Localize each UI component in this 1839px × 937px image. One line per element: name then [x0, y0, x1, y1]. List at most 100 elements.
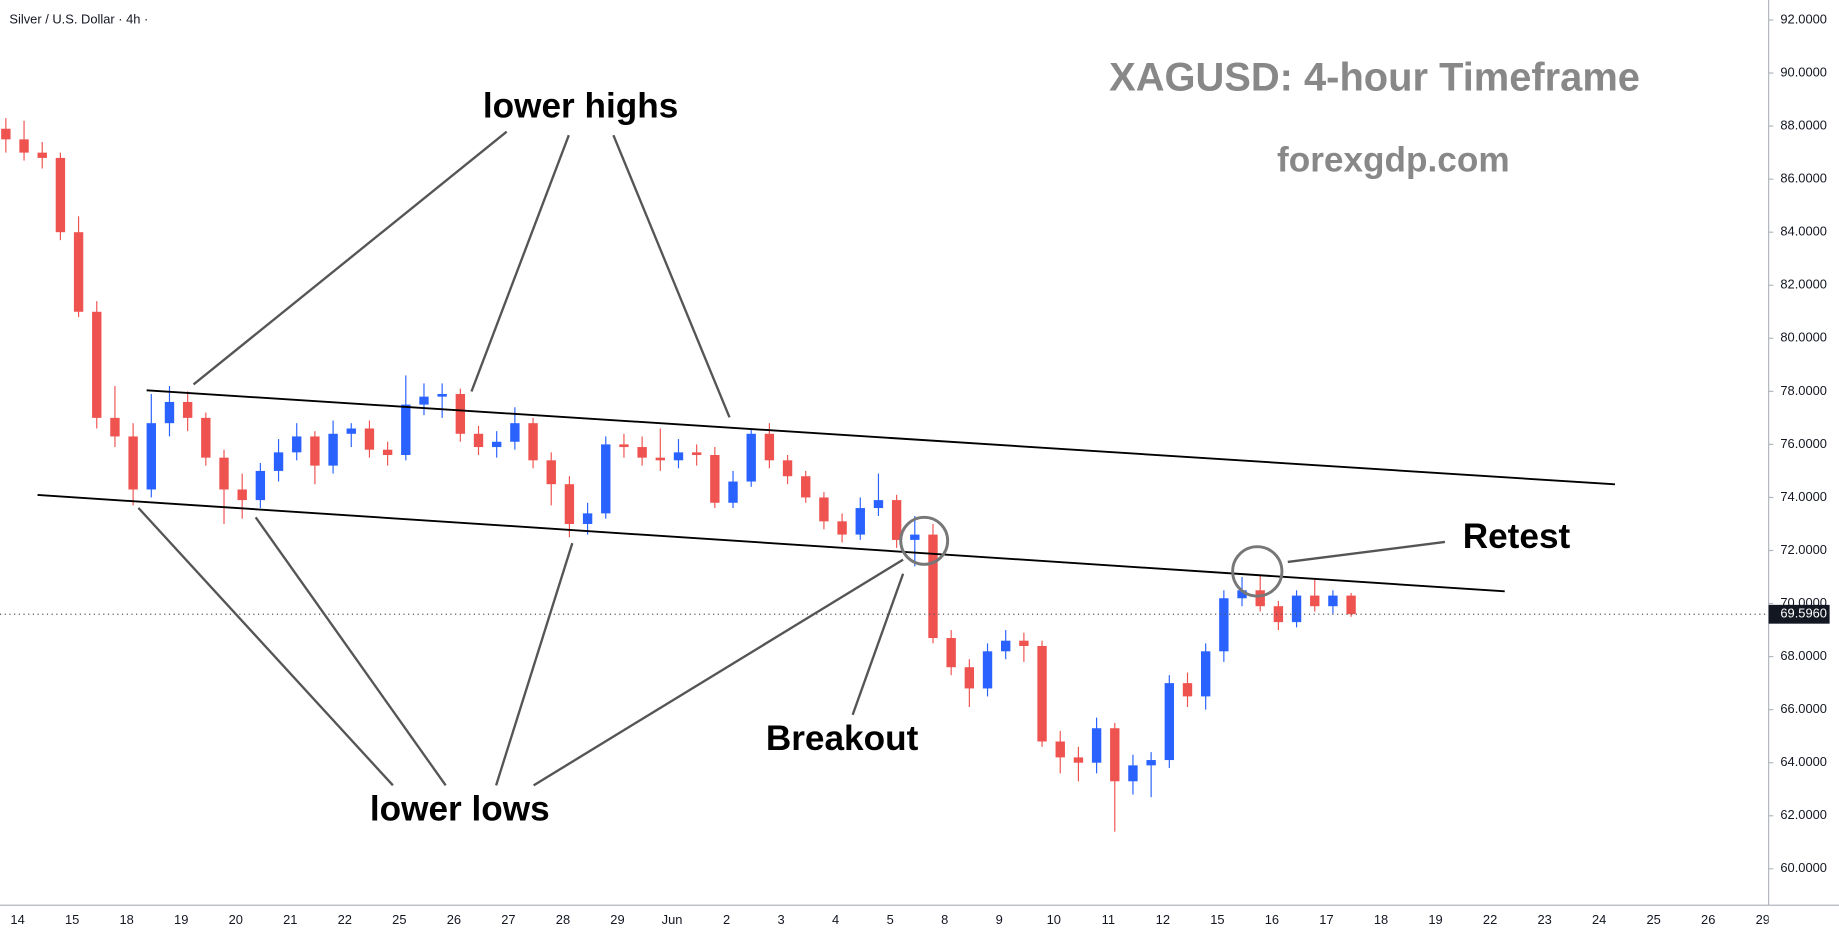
candle-body [746, 433, 756, 482]
lower-trendline [37, 494, 1505, 593]
x-tick-label: 22 [338, 912, 352, 927]
y-tick-label: 72.0000 [1780, 542, 1827, 557]
candle-body [182, 401, 193, 418]
candle-body [891, 500, 902, 540]
candle-body [1073, 757, 1084, 763]
candle-body [1310, 595, 1320, 607]
candle-body [237, 489, 247, 501]
pointer [254, 516, 447, 787]
candle-body [655, 457, 665, 461]
x-tick-label: 11 [1102, 912, 1115, 927]
candle-body [437, 393, 447, 397]
x-tick-label: 19 [1428, 912, 1442, 927]
candle-body [582, 513, 593, 524]
candle-body [837, 521, 847, 535]
x-tick-label: 10 [1047, 912, 1061, 927]
x-tick-label: 12 [1156, 912, 1170, 927]
candle-body [455, 393, 466, 434]
candle-body [146, 423, 156, 490]
y-tick-label: 76.0000 [1780, 436, 1827, 451]
x-tick-label: 25 [1647, 912, 1661, 927]
candle-body [801, 476, 811, 498]
candle-body [110, 417, 120, 437]
x-tick-label: 18 [1374, 912, 1388, 927]
x-tick-label: 3 [778, 912, 785, 927]
x-tick-label: 24 [1592, 912, 1606, 927]
candle-body [1, 128, 11, 140]
x-tick-label: 26 [447, 912, 461, 927]
retest-circle [1231, 545, 1284, 598]
x-tick-label: 15 [1210, 912, 1224, 927]
x-tick-label: Jun [662, 912, 683, 927]
x-tick-label: 26 [1701, 912, 1715, 927]
x-tick-label: 29 [1756, 912, 1770, 927]
pointers [137, 130, 1446, 787]
candle-body [1200, 651, 1211, 697]
pointer [470, 134, 570, 392]
x-tick-label: 21 [283, 912, 297, 927]
x-tick-label: 27 [501, 912, 515, 927]
pointer [1287, 540, 1446, 564]
candle-body [473, 433, 484, 448]
candle-body [964, 667, 975, 689]
candle-body [1164, 683, 1175, 761]
candle-body [1328, 595, 1338, 607]
candle-body [128, 436, 138, 490]
candle-body [510, 423, 520, 442]
candle-body [1019, 640, 1029, 646]
candle-body [55, 157, 66, 233]
chart-title: XAGUSD: 4-hour Timeframe [1109, 55, 1640, 99]
candle-body [273, 452, 284, 471]
y-tick-label: 78.0000 [1780, 383, 1827, 398]
y-tick-label: 90.0000 [1780, 64, 1827, 79]
x-tick-label: 19 [174, 912, 188, 927]
candle-body [364, 428, 375, 450]
candle-body [928, 534, 938, 639]
candle-body [1128, 765, 1138, 782]
candle-body [1055, 741, 1065, 758]
pointer [494, 542, 574, 786]
candle-body [37, 152, 47, 158]
candle-body [1346, 595, 1356, 615]
y-tick-label: 62.0000 [1780, 807, 1827, 822]
last-price-box [1768, 604, 1830, 624]
x-tick-label: 4 [832, 912, 839, 927]
candle-body [73, 232, 84, 312]
x-tick-label: 18 [119, 912, 133, 927]
candle-body [1091, 728, 1102, 763]
candle-body [292, 436, 302, 453]
y-tick-label: 88.0000 [1780, 117, 1827, 132]
candle-body [1273, 606, 1284, 623]
x-tick-label: 28 [556, 912, 570, 927]
upper-trendline [146, 389, 1616, 486]
pointer [533, 558, 904, 787]
candle-body [1037, 645, 1047, 742]
pointer [192, 130, 508, 386]
candle-body [19, 139, 29, 153]
x-tick-label: 20 [229, 912, 243, 927]
candle-body [691, 452, 702, 456]
candle-body [382, 449, 393, 456]
candle-body [1237, 590, 1247, 599]
candle-body [564, 484, 575, 524]
annotation: Retest [1463, 517, 1571, 556]
y-tick-label: 66.0000 [1780, 701, 1827, 716]
candle-body [201, 417, 211, 458]
candle-body [1219, 598, 1229, 652]
candle-body [1182, 683, 1193, 697]
candle-body [710, 455, 720, 503]
annotation: lower lows [370, 789, 550, 828]
y-tick-label: 86.0000 [1780, 171, 1827, 186]
candle-body [764, 433, 775, 461]
symbol: Silver / U.S. Dollar · 4h · [9, 11, 148, 26]
candle-body [782, 460, 793, 477]
x-tick-label: 17 [1319, 912, 1333, 927]
x-tick-label: 22 [1483, 912, 1497, 927]
x-tick-label: 15 [65, 912, 79, 927]
y-tick-label: 84.0000 [1780, 224, 1827, 239]
x-tick-label: 25 [392, 912, 406, 927]
x-tick-label: 9 [996, 912, 1003, 927]
candle-body [1255, 590, 1265, 607]
pointer [851, 573, 905, 716]
